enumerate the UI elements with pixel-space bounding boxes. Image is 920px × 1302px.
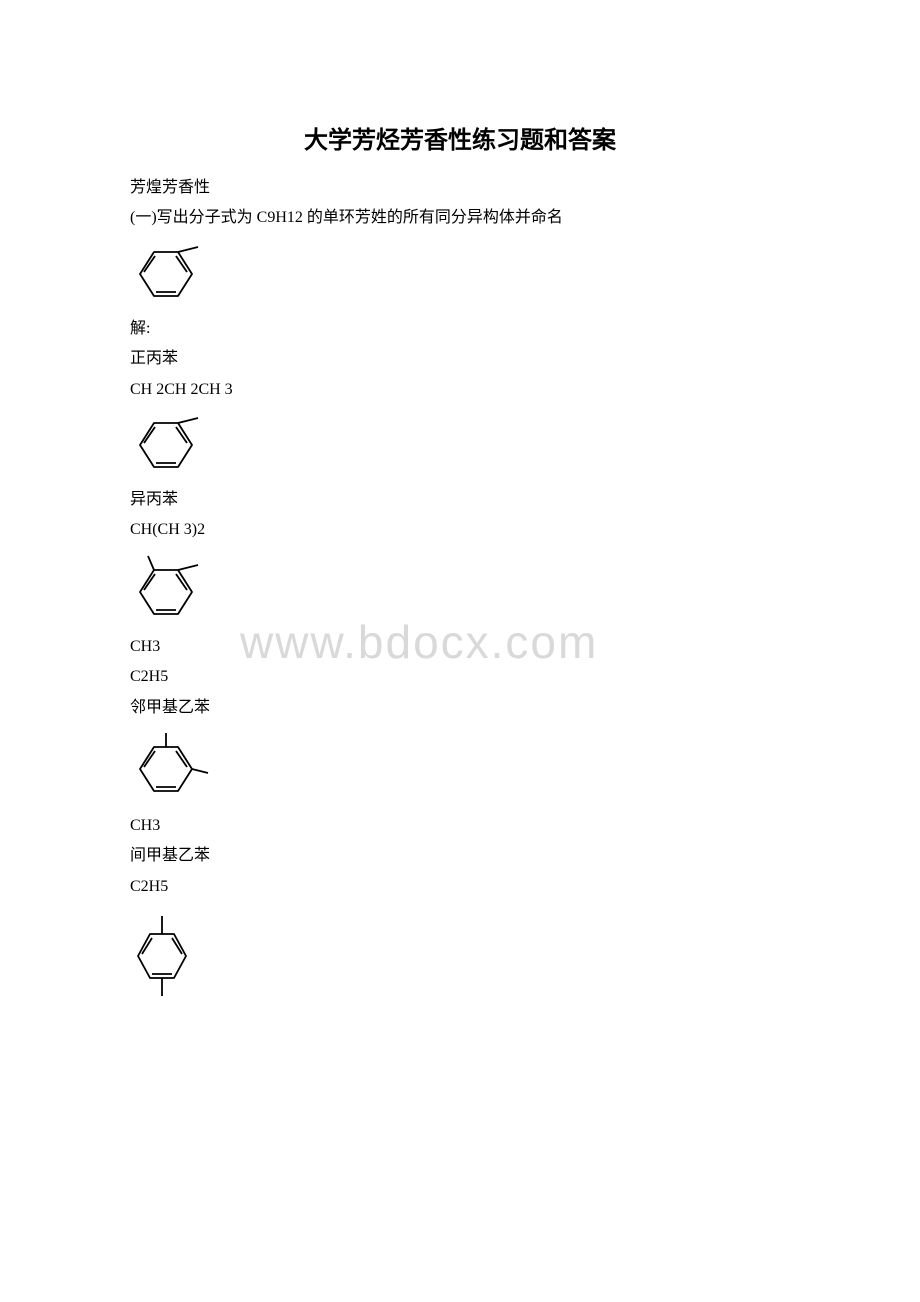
document-content: 大学芳烃芳香性练习题和答案 芳煌芳香性 (一)写出分子式为 C9H12 的单环芳… <box>130 120 790 1002</box>
benzene-structure-meta <box>130 731 790 803</box>
text-line: CH3 <box>130 811 790 841</box>
text-line: (一)写出分子式为 C9H12 的单环芳姓的所有同分异构体并命名 <box>130 203 790 233</box>
benzene-structure-mono <box>130 242 790 306</box>
text-line: CH 2CH 2CH 3 <box>130 375 790 405</box>
text-line: 正丙苯 <box>130 344 790 374</box>
benzene-structure-ortho <box>130 554 790 624</box>
benzene-structure-para <box>130 910 790 1002</box>
text-line: 间甲基乙苯 <box>130 841 790 871</box>
document-title: 大学芳烃芳香性练习题和答案 <box>130 120 790 155</box>
benzene-structure-mono <box>130 413 790 477</box>
text-line: 解: <box>130 314 790 344</box>
text-line: 邻甲基乙苯 <box>130 693 790 723</box>
text-line: CH3 <box>130 632 790 662</box>
text-line: 异丙苯 <box>130 485 790 515</box>
text-line: CH(CH 3)2 <box>130 515 790 545</box>
text-line: C2H5 <box>130 872 790 902</box>
text-line: 芳煌芳香性 <box>130 173 790 203</box>
text-line: C2H5 <box>130 662 790 692</box>
